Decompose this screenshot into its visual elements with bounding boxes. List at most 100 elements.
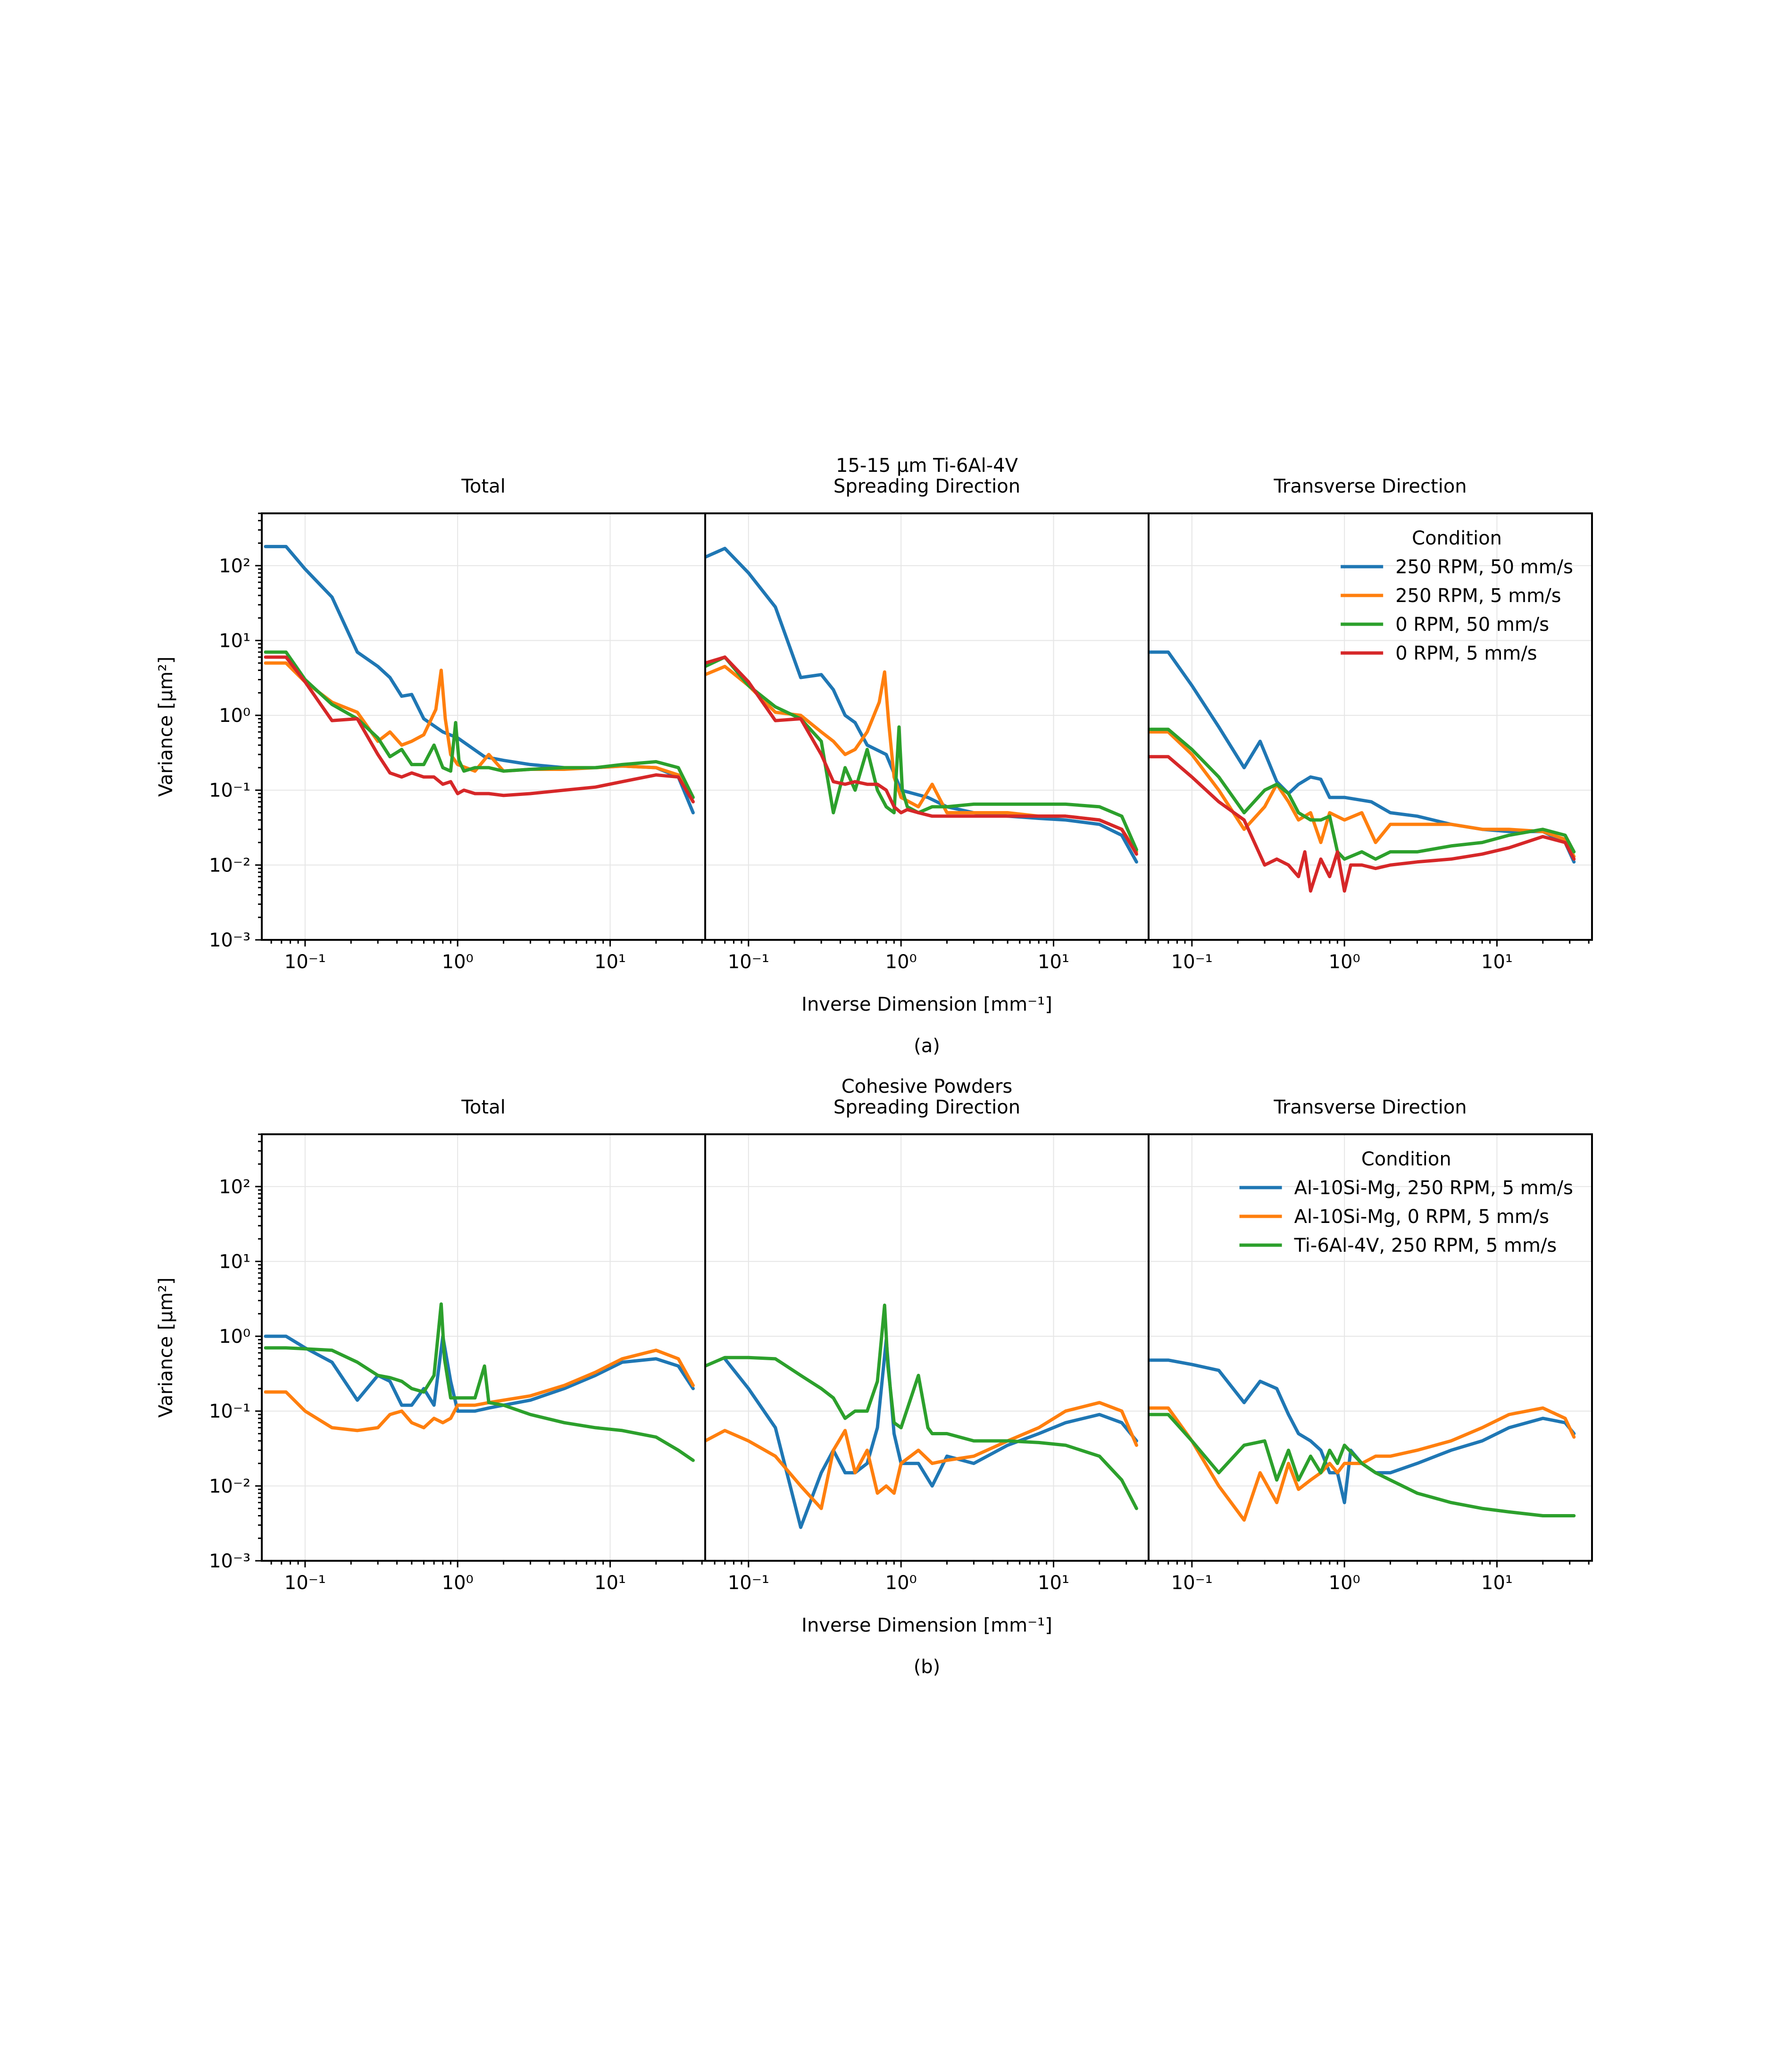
x-tick-label: 10⁻¹ xyxy=(284,1572,326,1594)
figure-caption: (b) xyxy=(914,1656,941,1678)
x-tick-label: 10⁻¹ xyxy=(728,1572,769,1594)
series-line-1 xyxy=(1149,1406,1576,1522)
x-ticks xyxy=(714,940,1146,946)
figure-a: 15-15 µm Ti-6Al-4V Total 10⁻¹ 10⁰ 10¹ 10⁻³ 10⁻… xyxy=(155,455,1593,1057)
x-ticks xyxy=(714,1561,1146,1567)
legend-item: Al-10Si-Mg, 250 RPM, 5 mm/s xyxy=(1239,1177,1573,1199)
panel-1: Spreading Direction 10⁻¹ 10⁰ 10¹ xyxy=(704,1097,1150,1594)
series-line-1 xyxy=(264,1348,695,1432)
x-tick-label: 10⁰ xyxy=(1329,951,1360,973)
series-line-0 xyxy=(723,1338,1138,1529)
panel-title: Spreading Direction xyxy=(833,476,1020,497)
panel-frame xyxy=(261,512,706,941)
legend-item: Al-10Si-Mg, 0 RPM, 5 mm/s xyxy=(1239,1206,1550,1228)
y-tick-label: 10⁻² xyxy=(209,1475,250,1497)
legend-item: 250 RPM, 50 mm/s xyxy=(1341,556,1573,578)
panel-2: Transverse Direction 10⁻¹ 10⁰ 10¹ Condition A… xyxy=(1148,1097,1593,1594)
figure-suptitle: 15-15 µm Ti-6Al-4V xyxy=(836,455,1018,477)
series-group xyxy=(1149,650,1576,893)
x-tick-label: 10⁰ xyxy=(885,951,917,973)
panel-title: Total xyxy=(461,476,505,497)
grid xyxy=(262,513,705,940)
panel-0: Total 10⁻¹ 10⁰ 10¹ 10⁻³ 10⁻² 10⁻¹ 10⁰ 10¹ 10² Vari… xyxy=(155,476,706,973)
series-group xyxy=(264,544,695,814)
legend: Condition Al-10Si-Mg, 250 RPM, 5 mm/s Al-1… xyxy=(1239,1148,1573,1256)
grid xyxy=(705,513,1149,940)
panel-2: Transverse Direction 10⁻¹ 10⁰ 10¹ Condition 2… xyxy=(1148,476,1593,973)
panel-title: Transverse Direction xyxy=(1273,1097,1467,1118)
series-line-0 xyxy=(264,544,695,814)
figure-suptitle: Cohesive Powders xyxy=(842,1076,1012,1097)
series-line-3 xyxy=(705,655,1138,856)
x-tick-label: 10¹ xyxy=(594,951,626,973)
series-line-0 xyxy=(264,1334,695,1413)
series-line-0 xyxy=(705,546,1138,864)
legend-label: 0 RPM, 5 mm/s xyxy=(1395,643,1537,664)
x-tick-label: 10¹ xyxy=(1038,951,1069,973)
y-tick-label: 10¹ xyxy=(219,1251,250,1273)
y-tick-label: 10⁰ xyxy=(219,705,250,727)
x-tick-label: 10⁰ xyxy=(442,951,474,973)
panel-1: Spreading Direction 10⁻¹ 10⁰ 10¹ xyxy=(704,476,1150,973)
series-line-1 xyxy=(705,665,1138,854)
series-line-3 xyxy=(264,655,695,804)
panel-frame xyxy=(704,1133,1150,1562)
x-tick-label: 10¹ xyxy=(594,1572,626,1594)
series-line-2 xyxy=(705,1303,1138,1510)
y-axis-label: Variance [µm²] xyxy=(155,656,177,796)
series-group xyxy=(1149,1358,1576,1522)
series-group xyxy=(705,546,1138,864)
x-tick-label: 10¹ xyxy=(1481,951,1513,973)
y-ticks xyxy=(255,512,262,941)
grid xyxy=(705,1134,1149,1561)
legend-item: 0 RPM, 5 mm/s xyxy=(1341,643,1537,664)
y-ticks xyxy=(255,1133,262,1562)
series-line-1 xyxy=(705,1401,1138,1510)
series-line-2 xyxy=(264,650,695,799)
legend-label: 250 RPM, 50 mm/s xyxy=(1395,556,1573,578)
x-tick-label: 10⁻¹ xyxy=(1171,951,1213,973)
legend-label: Ti-6Al-4V, 250 RPM, 5 mm/s xyxy=(1294,1235,1557,1256)
series-group xyxy=(264,1302,695,1462)
x-axis-label: Inverse Dimension [mm⁻¹] xyxy=(801,1615,1052,1636)
series-line-2 xyxy=(1149,728,1576,861)
x-tick-label: 10⁻¹ xyxy=(284,951,326,973)
legend-label: Al-10Si-Mg, 250 RPM, 5 mm/s xyxy=(1294,1177,1573,1199)
x-ticks xyxy=(1157,940,1590,946)
x-tick-label: 10⁰ xyxy=(885,1572,917,1594)
panel-0: Total 10⁻¹ 10⁰ 10¹ 10⁻³ 10⁻² 10⁻¹ 10⁰ 10¹ 10² Vari… xyxy=(155,1097,706,1594)
x-ticks xyxy=(1157,1561,1590,1567)
panel-frame xyxy=(704,512,1150,941)
y-tick-label: 10¹ xyxy=(219,630,250,652)
y-tick-label: 10⁻³ xyxy=(209,929,250,951)
legend-label: 250 RPM, 5 mm/s xyxy=(1395,585,1561,607)
x-ticks xyxy=(270,940,703,946)
panel-frame xyxy=(1148,512,1593,941)
y-axis-label: Variance [µm²] xyxy=(155,1277,177,1417)
legend-item: 0 RPM, 50 mm/s xyxy=(1341,614,1549,636)
legend-title: Condition xyxy=(1361,1148,1451,1170)
y-tick-label: 10² xyxy=(219,1176,250,1198)
legend-label: 0 RPM, 50 mm/s xyxy=(1395,614,1549,636)
figure-caption: (a) xyxy=(914,1035,940,1057)
series-line-2 xyxy=(264,1302,695,1462)
x-axis-label: Inverse Dimension [mm⁻¹] xyxy=(801,994,1052,1015)
figure-b: Cohesive Powders Total 10⁻¹ 10⁰ 10¹ 10⁻³ 10⁻² 1… xyxy=(155,1076,1593,1678)
panel-title: Spreading Direction xyxy=(833,1097,1020,1118)
panel-frame xyxy=(261,1133,706,1562)
series-line-0 xyxy=(1149,1358,1576,1505)
y-tick-label: 10² xyxy=(219,555,250,577)
panel-frame xyxy=(1148,1133,1593,1562)
legend-label: Al-10Si-Mg, 0 RPM, 5 mm/s xyxy=(1294,1206,1550,1228)
y-tick-label: 10⁻³ xyxy=(209,1550,250,1572)
series-line-1 xyxy=(1149,730,1576,858)
series-line-2 xyxy=(1149,1413,1576,1517)
legend: Condition 250 RPM, 50 mm/s 250 RPM, 5 mm/s… xyxy=(1341,527,1573,664)
grid xyxy=(262,1134,705,1561)
panel-title: Transverse Direction xyxy=(1273,476,1467,497)
y-tick-label: 10⁻¹ xyxy=(209,780,250,802)
x-tick-label: 10⁰ xyxy=(442,1572,474,1594)
legend-item: Ti-6Al-4V, 250 RPM, 5 mm/s xyxy=(1239,1235,1557,1256)
y-tick-label: 10⁻² xyxy=(209,854,250,876)
